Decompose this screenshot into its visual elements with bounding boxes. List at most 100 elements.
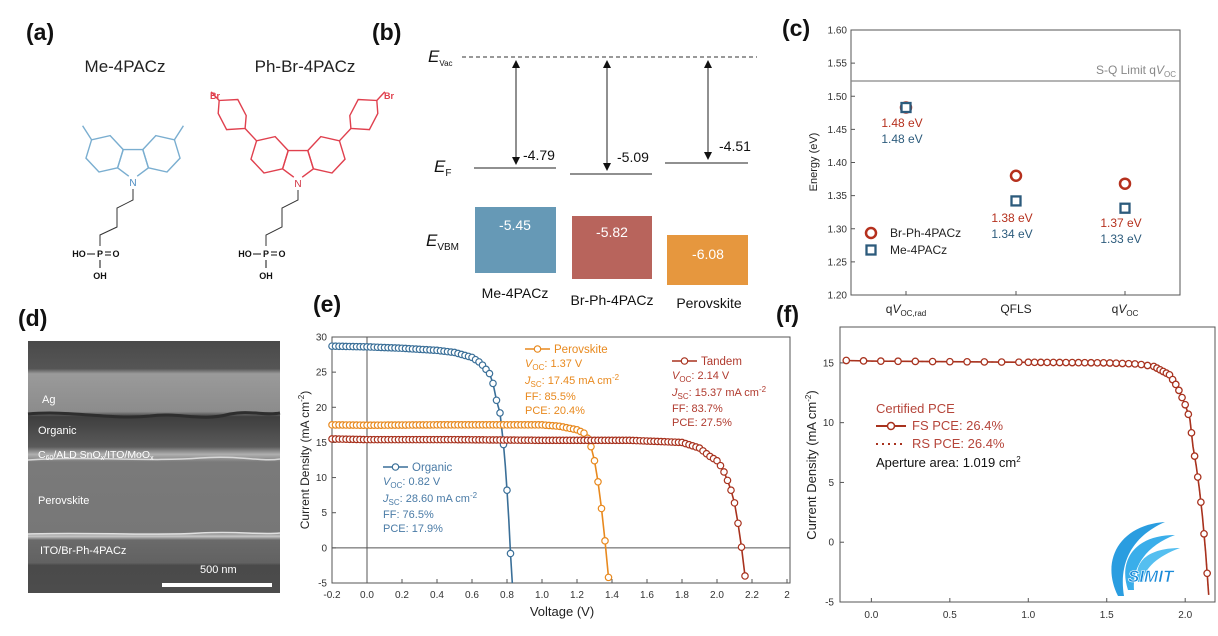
data-point-organic bbox=[496, 409, 504, 417]
data-point-fs bbox=[1131, 360, 1139, 368]
atom-ho: HO bbox=[238, 249, 252, 259]
voc-subscript: OC bbox=[390, 481, 402, 490]
atom-n: N bbox=[129, 178, 136, 189]
data-point-fs bbox=[1118, 359, 1127, 368]
data-point-fs bbox=[1099, 358, 1108, 367]
data-point-tandem bbox=[730, 499, 739, 507]
vbm-value: -5.45 bbox=[499, 217, 531, 233]
atom-oh: OH bbox=[259, 271, 273, 281]
x-tick-label: 2 bbox=[784, 590, 790, 601]
value-label: 1.48 eV bbox=[881, 132, 922, 146]
atom-br-right: Br bbox=[384, 91, 394, 101]
vbm-value: -6.08 bbox=[692, 246, 724, 262]
data-point-br-ph-4pacz bbox=[1118, 177, 1132, 190]
legend-label-br-ph-4pacz: Br-Ph-4PACz bbox=[890, 226, 961, 240]
data-point-fs bbox=[928, 357, 937, 366]
data-point-fs bbox=[1124, 359, 1133, 368]
data-point-perovskite bbox=[604, 573, 613, 582]
plot-frame bbox=[839, 326, 1216, 603]
data-point-fs bbox=[911, 357, 920, 366]
data-point-fs bbox=[842, 356, 851, 365]
data-point-fs bbox=[1043, 358, 1051, 367]
data-point-tandem bbox=[741, 572, 749, 580]
jsc-value: : 15.37 mA cm bbox=[689, 387, 759, 399]
data-point-fs bbox=[945, 357, 954, 366]
y-tick-label: 0 bbox=[828, 538, 834, 549]
data-point-fs bbox=[1178, 393, 1186, 402]
material-label: Br-Ph-4PACz bbox=[571, 292, 654, 308]
layer-label-ito: ITO/Br-Ph-4PACz bbox=[40, 545, 126, 557]
scale-bar-label: 500 nm bbox=[200, 564, 237, 576]
atom-o: O bbox=[278, 249, 285, 259]
me-4pacz-structure: N P HO O OH bbox=[72, 125, 184, 281]
atom-o: O bbox=[112, 249, 119, 259]
data-point-fs bbox=[980, 358, 989, 366]
ff-annotation: FF: 76.5% bbox=[383, 509, 434, 521]
ff-annotation: FF: 85.5% bbox=[525, 391, 576, 403]
panel-label-c: (c) bbox=[782, 15, 810, 41]
ph-br-4pacz-structure: Br Br N P HO O OH bbox=[210, 91, 394, 281]
data-point-perovskite bbox=[601, 537, 609, 545]
curve-tandem bbox=[331, 438, 746, 577]
data-point-fs bbox=[1055, 358, 1064, 367]
data-point-fs bbox=[1106, 359, 1114, 367]
legend-marker-me-4pacz bbox=[865, 244, 877, 256]
atom-n: N bbox=[294, 179, 301, 190]
x-tick-label: 0.0 bbox=[360, 590, 374, 601]
voc-value: : 1.37 V bbox=[544, 358, 583, 370]
x-tick-label: 0.2 bbox=[395, 590, 409, 601]
data-point-tandem bbox=[716, 461, 725, 470]
jsc-annotation: JSC: 17.45 mA cm-2 bbox=[524, 373, 620, 389]
data-point-fs bbox=[1112, 359, 1121, 368]
atom-ho: HO bbox=[72, 249, 86, 259]
value-label: 1.34 eV bbox=[991, 227, 1032, 241]
x-tick-label: 2.0 bbox=[1178, 610, 1192, 621]
x-tick-label: 0.4 bbox=[430, 590, 444, 601]
data-point-fs bbox=[876, 357, 885, 365]
y-tick-label: 1.35 bbox=[828, 191, 848, 202]
data-point-perovskite bbox=[580, 429, 588, 437]
panel-f-certified-jv-chart: Current Density (mA cm-2) Certified PCE … bbox=[804, 326, 1216, 621]
ef-value: -4.79 bbox=[523, 147, 555, 163]
data-point-fs bbox=[859, 357, 868, 365]
curve-perovskite bbox=[331, 424, 610, 578]
y-axis-label: Current Density (mA cm-2) bbox=[297, 391, 312, 529]
panel-a-molecules: Me-4PACz Ph-Br-4PACz N P HO O OH bbox=[72, 57, 394, 281]
x-tick-label: 0.0 bbox=[864, 610, 878, 621]
jsc-subscript: SC bbox=[389, 498, 400, 507]
data-point-organic bbox=[506, 549, 515, 558]
simit-logo-text: SIMIT bbox=[1128, 567, 1175, 586]
data-point-fs bbox=[1203, 569, 1212, 578]
plot-frame bbox=[331, 336, 791, 584]
pce-annotation: PCE: 20.4% bbox=[525, 405, 585, 417]
data-point-perovskite bbox=[594, 477, 602, 486]
data-point-fs bbox=[1074, 358, 1083, 367]
atom-br-left: Br bbox=[210, 91, 220, 101]
y-tick-label: 5 bbox=[828, 478, 834, 489]
data-point-fs bbox=[1068, 358, 1077, 367]
x-tick-label: 2.0 bbox=[710, 590, 724, 601]
sq-limit-label: S-Q Limit qVOC bbox=[1096, 63, 1176, 79]
panel-label-b: (b) bbox=[372, 19, 401, 45]
atom-oh: OH bbox=[93, 271, 107, 281]
data-point-organic bbox=[503, 486, 511, 495]
y-axis-label: Energy (eV) bbox=[808, 133, 820, 192]
y-tick-label: 10 bbox=[316, 473, 328, 484]
panel-label-f: (f) bbox=[776, 301, 799, 327]
data-point-fs bbox=[1030, 358, 1039, 367]
y-tick-label: 5 bbox=[321, 508, 327, 519]
data-point-fs bbox=[894, 357, 902, 366]
y-tick-label: -5 bbox=[318, 579, 327, 590]
x-tick-label: -0.2 bbox=[323, 590, 341, 601]
ef-value: -5.09 bbox=[617, 149, 649, 165]
legend-label-tandem: Tandem bbox=[701, 356, 742, 368]
vbm-bar-me-4pacz bbox=[475, 207, 556, 273]
y-axis-label: Current Density (mA cm-2) bbox=[804, 390, 819, 539]
layer-label-organic: Organic bbox=[38, 425, 77, 437]
data-point-tandem bbox=[734, 519, 742, 528]
data-point-fs bbox=[1024, 358, 1033, 367]
data-point-fs bbox=[1137, 360, 1146, 369]
data-point-fs bbox=[1015, 358, 1023, 367]
jsc-unit-sup: -2 bbox=[612, 373, 620, 382]
